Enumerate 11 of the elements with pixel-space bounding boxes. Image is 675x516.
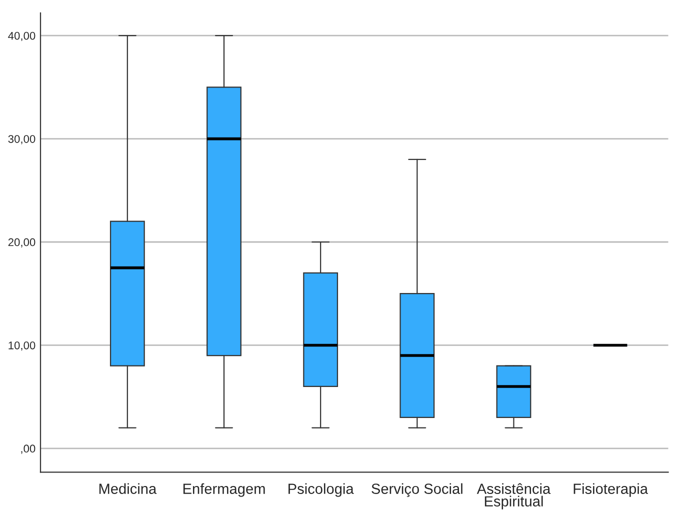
- x-tick-label: Fisioterapia: [574, 483, 648, 497]
- x-tick-label: Psicologia: [288, 483, 354, 497]
- x-tick-label: Enfermagem: [183, 483, 265, 497]
- x-tick-label: Serviço Social: [372, 483, 462, 497]
- y-tick-label: 30,00: [8, 135, 36, 144]
- y-tick-label: 20,00: [8, 238, 36, 248]
- x-tick-label: Medicina: [99, 483, 157, 494]
- y-tick-label: 40,00: [8, 32, 36, 42]
- x-tick-label: Assistência Espiritual: [476, 483, 551, 510]
- y-tick-label: ,00: [21, 444, 36, 454]
- y-tick-label: 10,00: [8, 341, 36, 351]
